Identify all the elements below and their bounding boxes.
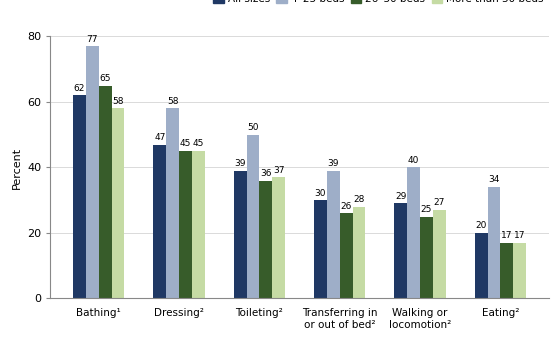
Bar [246, 135, 259, 298]
Bar [488, 187, 501, 298]
Text: 50: 50 [248, 123, 259, 132]
Text: 39: 39 [328, 159, 339, 168]
Bar [179, 151, 192, 298]
Bar [394, 203, 407, 298]
Bar [99, 86, 111, 298]
Text: 28: 28 [353, 195, 365, 204]
Text: 39: 39 [235, 159, 246, 168]
Text: 37: 37 [273, 166, 284, 175]
Text: 45: 45 [193, 139, 204, 149]
Bar [192, 151, 205, 298]
Bar [353, 207, 366, 298]
Text: 65: 65 [100, 74, 111, 83]
Bar [234, 171, 246, 298]
Bar [340, 213, 353, 298]
Bar [327, 171, 340, 298]
Bar [420, 217, 433, 298]
Text: 40: 40 [408, 156, 419, 165]
Bar [111, 108, 124, 298]
Y-axis label: Percent: Percent [12, 146, 22, 189]
Text: 36: 36 [260, 169, 272, 178]
Bar [433, 210, 446, 298]
Text: 17: 17 [514, 231, 525, 240]
Bar [501, 243, 514, 298]
Legend: All sizes, 4–25 beds, 26–50 beds, More than 50 beds: All sizes, 4–25 beds, 26–50 beds, More t… [213, 0, 544, 4]
Text: 62: 62 [74, 84, 85, 93]
Bar [514, 243, 526, 298]
Bar [86, 46, 99, 298]
Text: 25: 25 [421, 205, 432, 214]
Text: 58: 58 [167, 97, 179, 106]
Text: 17: 17 [501, 231, 512, 240]
Bar [153, 145, 166, 298]
Text: 58: 58 [113, 97, 124, 106]
Bar [407, 167, 420, 298]
Bar [73, 95, 86, 298]
Bar [272, 177, 285, 298]
Text: 29: 29 [395, 192, 407, 201]
Text: 26: 26 [340, 202, 352, 211]
Text: 27: 27 [433, 198, 445, 207]
Bar [259, 181, 272, 298]
Text: 47: 47 [154, 133, 166, 142]
Text: 20: 20 [475, 221, 487, 230]
Bar [475, 233, 488, 298]
Bar [166, 108, 179, 298]
Bar [314, 200, 327, 298]
Text: 34: 34 [488, 175, 500, 185]
Text: 30: 30 [315, 189, 326, 198]
Text: 77: 77 [87, 35, 98, 44]
Text: 45: 45 [180, 139, 191, 149]
